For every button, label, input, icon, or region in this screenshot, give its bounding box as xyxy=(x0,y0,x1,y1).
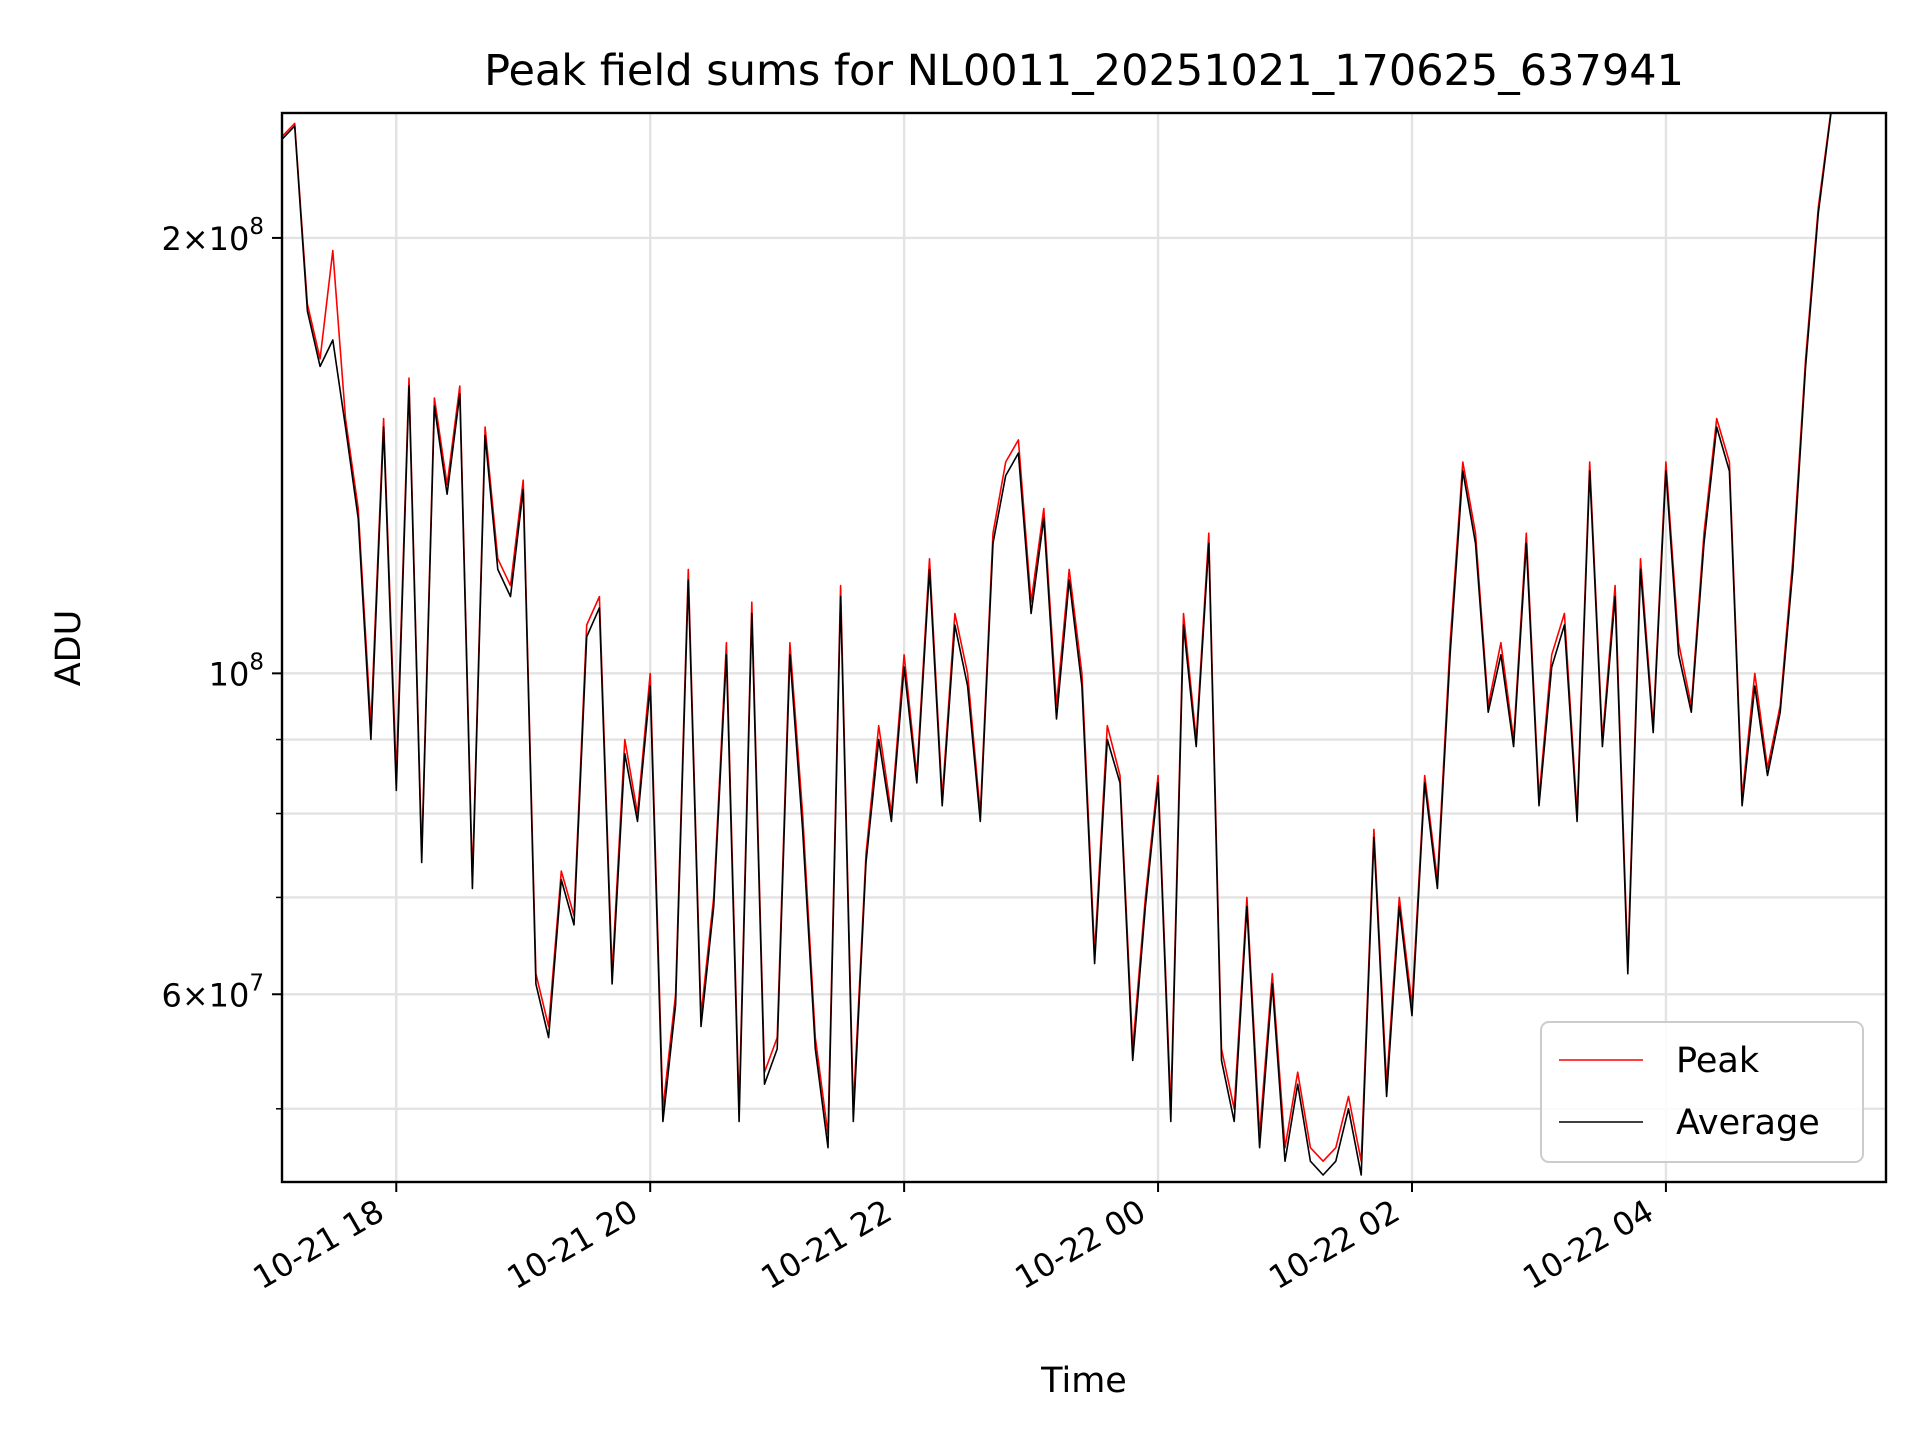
x-tick-label: 10-22 04 xyxy=(1516,1192,1660,1297)
legend-label-peak: Peak xyxy=(1676,1041,1760,1081)
y-tick-label: 6×107 xyxy=(161,970,264,1014)
series-layer xyxy=(282,113,1832,1176)
y-tick-label: 2×108 xyxy=(161,214,264,258)
y-tick-label: 108 xyxy=(209,649,264,693)
y-axis-label: ADU xyxy=(49,610,89,687)
x-tick-label: 10-22 00 xyxy=(1008,1192,1152,1297)
legend-label-average: Average xyxy=(1676,1103,1820,1143)
legend-box xyxy=(1540,1021,1864,1163)
plot-frame xyxy=(280,111,1888,1184)
x-tick-label: 10-21 20 xyxy=(501,1192,645,1297)
x-tick-label: 10-21 22 xyxy=(755,1192,899,1297)
legend: Peak Average xyxy=(1540,1021,1864,1163)
chart-title: Peak field sums for NL0011_20251021_1706… xyxy=(484,46,1684,96)
grid-lines xyxy=(282,113,1886,1182)
series-line-average xyxy=(282,113,1832,1176)
x-tick-label: 10-21 18 xyxy=(247,1192,391,1297)
series-line-peak xyxy=(282,113,1832,1162)
x-axis-label: Time xyxy=(1040,1361,1127,1401)
x-tick-label: 10-22 02 xyxy=(1262,1192,1406,1297)
